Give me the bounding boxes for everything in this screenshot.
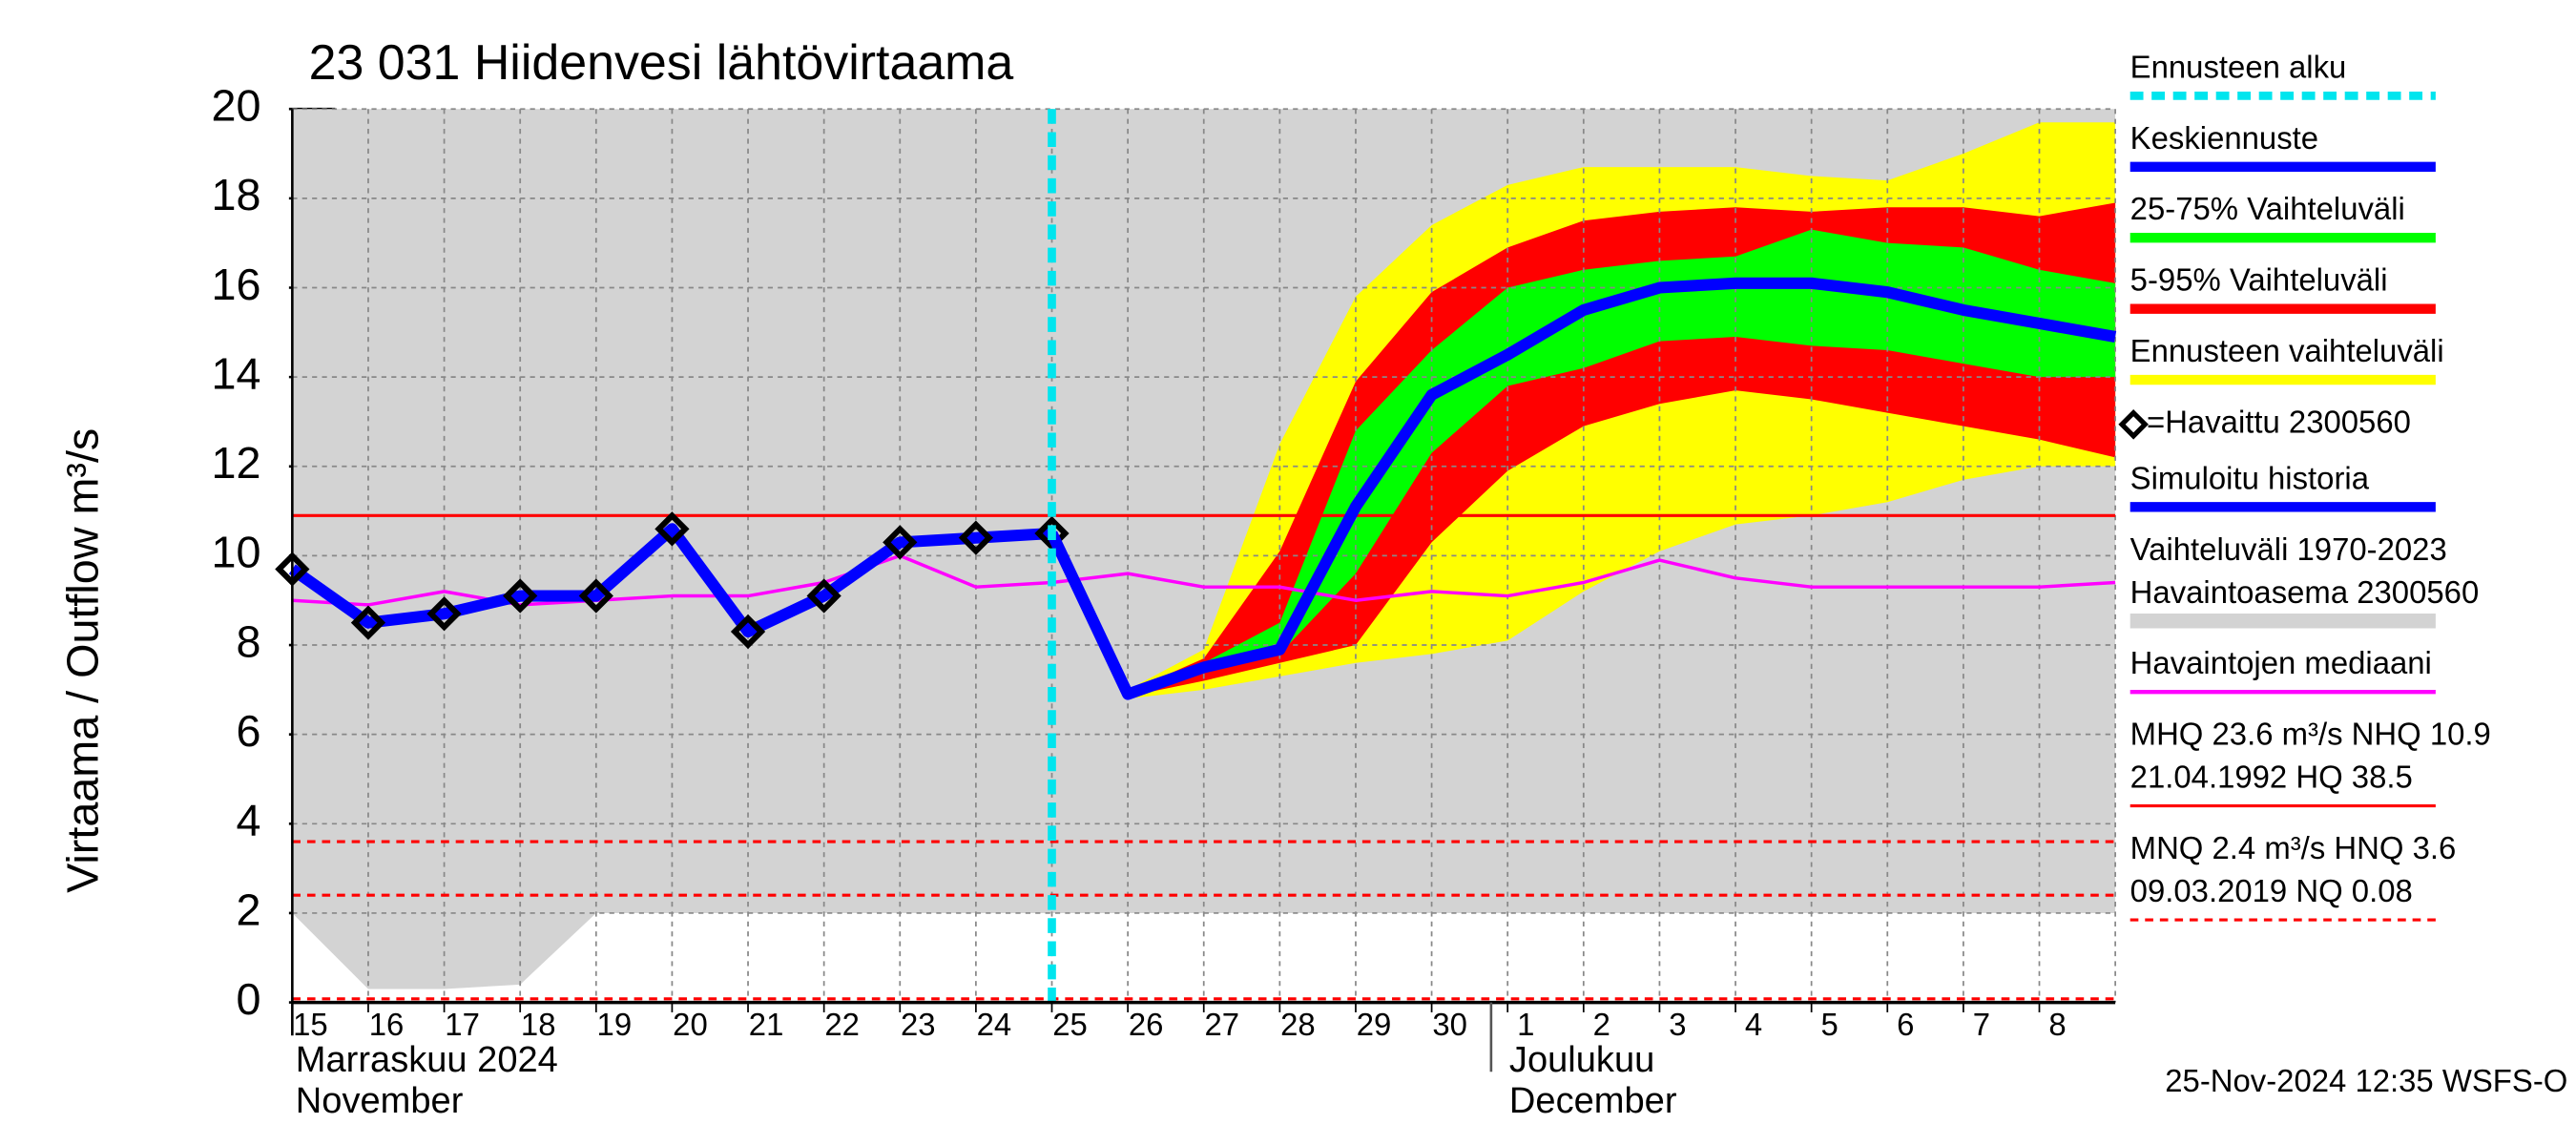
series-line xyxy=(1047,277,2117,700)
x-tick-label: 26 xyxy=(1129,1007,1164,1042)
month-label: November xyxy=(296,1081,464,1121)
legend-label: 09.03.2019 NQ 0.08 xyxy=(2130,873,2413,908)
observed-marker xyxy=(958,520,994,555)
x-tick-label: 16 xyxy=(369,1007,405,1042)
x-tick-label: 23 xyxy=(901,1007,936,1042)
x-tick-label: 18 xyxy=(521,1007,556,1042)
observed-marker xyxy=(806,578,841,614)
observed-marker xyxy=(503,578,538,614)
y-tick-label: 4 xyxy=(236,796,260,845)
x-tick-label: 5 xyxy=(1821,1007,1839,1042)
legend-label: Vaihteluväli 1970-2023 xyxy=(2130,531,2447,567)
month-label: Marraskuu 2024 xyxy=(296,1040,558,1080)
y-tick-label: 10 xyxy=(211,528,260,577)
legend-label: 25-75% Vaihteluväli xyxy=(2130,191,2405,226)
footer: 25-Nov-2024 12:35 WSFS-O xyxy=(2165,1063,2567,1098)
observed-marker xyxy=(426,596,462,632)
legend-label: 5-95% Vaihteluväli xyxy=(2130,262,2388,298)
legend-label: Simuloitu historia xyxy=(2130,460,2370,495)
y-tick-label: 16 xyxy=(211,260,260,309)
y-tick-label: 14 xyxy=(211,348,260,398)
x-tick-label: 15 xyxy=(293,1007,328,1042)
legend-label: Havaintojen mediaani xyxy=(2130,645,2432,680)
chart-title: 23 031 Hiidenvesi lähtövirtaama xyxy=(309,35,1014,91)
x-tick-label: 30 xyxy=(1432,1007,1467,1042)
x-tick-label: 19 xyxy=(597,1007,633,1042)
legend-label: Ennusteen vaihteluväli xyxy=(2130,333,2444,368)
x-tick-label: 29 xyxy=(1357,1007,1392,1042)
legend-label: 21.04.1992 HQ 38.5 xyxy=(2130,760,2413,795)
observed-marker xyxy=(350,605,386,640)
legend-label: Ennusteen alku xyxy=(2130,49,2347,84)
y-tick-label: 2 xyxy=(236,885,260,934)
x-tick-label: 28 xyxy=(1280,1007,1316,1042)
y-axis-label: Virtaama / Outflow m³/s xyxy=(57,428,107,893)
observed-marker xyxy=(730,614,766,650)
legend-label: Keskiennuste xyxy=(2130,120,2318,156)
observed-marker xyxy=(883,525,918,560)
month-label: Joulukuu xyxy=(1509,1040,1654,1080)
x-tick-label: 20 xyxy=(673,1007,708,1042)
x-tick-label: 27 xyxy=(1204,1007,1239,1042)
x-tick-label: 3 xyxy=(1669,1007,1686,1042)
legend-label: =Havaittu 2300560 xyxy=(2147,404,2411,439)
y-tick-label: 18 xyxy=(211,170,260,219)
month-label: December xyxy=(1509,1081,1677,1121)
y-tick-label: 12 xyxy=(211,438,260,488)
x-tick-label: 21 xyxy=(749,1007,784,1042)
x-tick-label: 22 xyxy=(824,1007,860,1042)
band xyxy=(1128,229,2116,695)
y-tick-label: 8 xyxy=(236,616,260,666)
x-tick-label: 2 xyxy=(1593,1007,1610,1042)
y-tick-label: 20 xyxy=(211,81,260,131)
legend-label: MNQ 2.4 m³/s HNQ 3.6 xyxy=(2130,830,2457,865)
x-tick-label: 1 xyxy=(1517,1007,1534,1042)
x-tick-label: 24 xyxy=(977,1007,1012,1042)
x-tick-label: 8 xyxy=(2048,1007,2066,1042)
x-tick-label: 17 xyxy=(445,1007,480,1042)
legend-label: MHQ 23.6 m³/s NHQ 10.9 xyxy=(2130,717,2491,752)
legend-label: Havaintoasema 2300560 xyxy=(2130,574,2480,610)
x-tick-label: 7 xyxy=(1973,1007,1990,1042)
legend-marker xyxy=(2118,409,2149,440)
x-tick-label: 4 xyxy=(1745,1007,1762,1042)
x-tick-label: 6 xyxy=(1897,1007,1914,1042)
x-tick-label: 25 xyxy=(1052,1007,1088,1042)
y-tick-label: 6 xyxy=(236,706,260,756)
observed-marker xyxy=(578,578,613,614)
series-line xyxy=(288,523,1052,638)
y-tick-label: 0 xyxy=(236,974,260,1024)
observed-marker xyxy=(654,511,690,547)
